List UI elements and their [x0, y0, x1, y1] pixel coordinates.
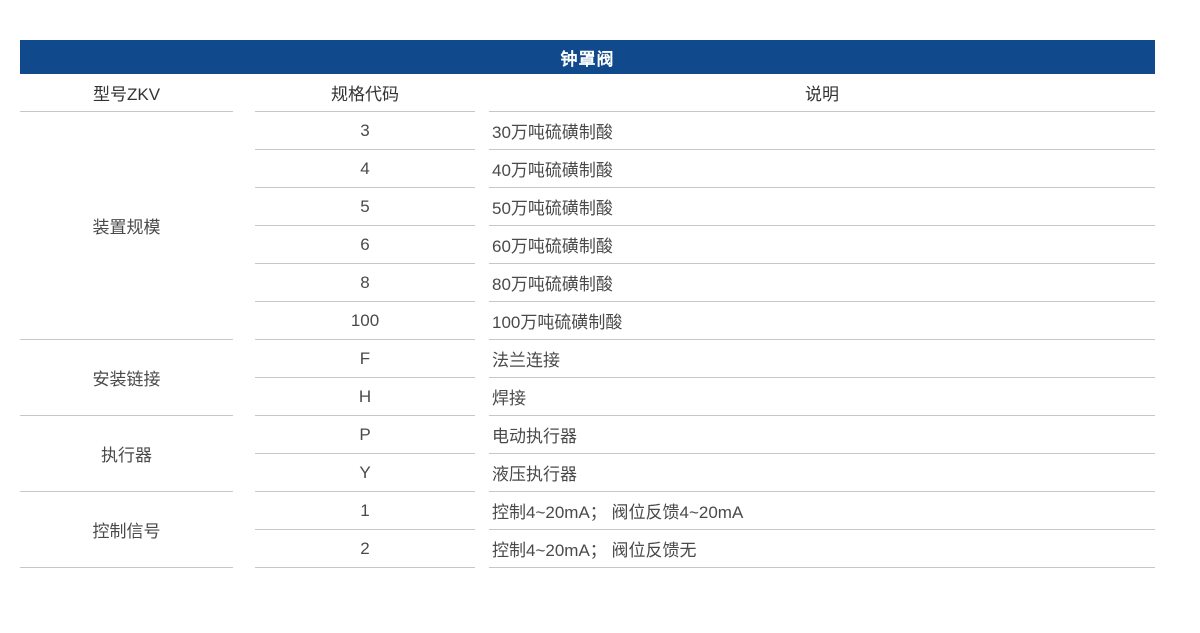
col-header-desc: 说明 [489, 74, 1155, 112]
desc-cell: 40万吨硫磺制酸 [489, 150, 1155, 188]
desc-cell: 100万吨硫磺制酸 [489, 302, 1155, 340]
code-cell: H [255, 378, 475, 416]
desc-cell: 控制4~20mA； 阀位反馈无 [489, 530, 1155, 568]
col-header-model: 型号ZKV [20, 74, 233, 112]
desc-cell: 50万吨硫磺制酸 [489, 188, 1155, 226]
desc-cell: 30万吨硫磺制酸 [489, 112, 1155, 150]
code-cell: 3 [255, 112, 475, 150]
code-cell: 6 [255, 226, 475, 264]
code-cell: 1 [255, 492, 475, 530]
desc-cell: 法兰连接 [489, 340, 1155, 378]
code-cell: 5 [255, 188, 475, 226]
spec-table: 钟罩阀 型号ZKV 规格代码 说明 装置规模 3 30万吨硫磺制酸 4 40万吨硫磺制酸… [20, 40, 1155, 568]
table-title-bar: 钟罩阀 [20, 40, 1155, 74]
group-label: 执行器 [20, 416, 233, 492]
table-title: 钟罩阀 [560, 49, 615, 69]
desc-cell: 液压执行器 [489, 454, 1155, 492]
desc-cell: 60万吨硫磺制酸 [489, 226, 1155, 264]
desc-cell: 电动执行器 [489, 416, 1155, 454]
code-cell: 100 [255, 302, 475, 340]
desc-cell: 焊接 [489, 378, 1155, 416]
table-grid: 型号ZKV 规格代码 说明 装置规模 3 30万吨硫磺制酸 4 40万吨硫磺制酸 5 50万… [20, 74, 1155, 568]
code-cell: 4 [255, 150, 475, 188]
code-cell: 2 [255, 530, 475, 568]
group-label: 装置规模 [20, 112, 233, 340]
group-label: 安装链接 [20, 340, 233, 416]
code-cell: Y [255, 454, 475, 492]
code-cell: 8 [255, 264, 475, 302]
desc-cell: 80万吨硫磺制酸 [489, 264, 1155, 302]
code-cell: F [255, 340, 475, 378]
code-cell: P [255, 416, 475, 454]
col-header-code: 规格代码 [255, 74, 475, 112]
desc-cell: 控制4~20mA； 阀位反馈4~20mA [489, 492, 1155, 530]
group-label: 控制信号 [20, 492, 233, 568]
